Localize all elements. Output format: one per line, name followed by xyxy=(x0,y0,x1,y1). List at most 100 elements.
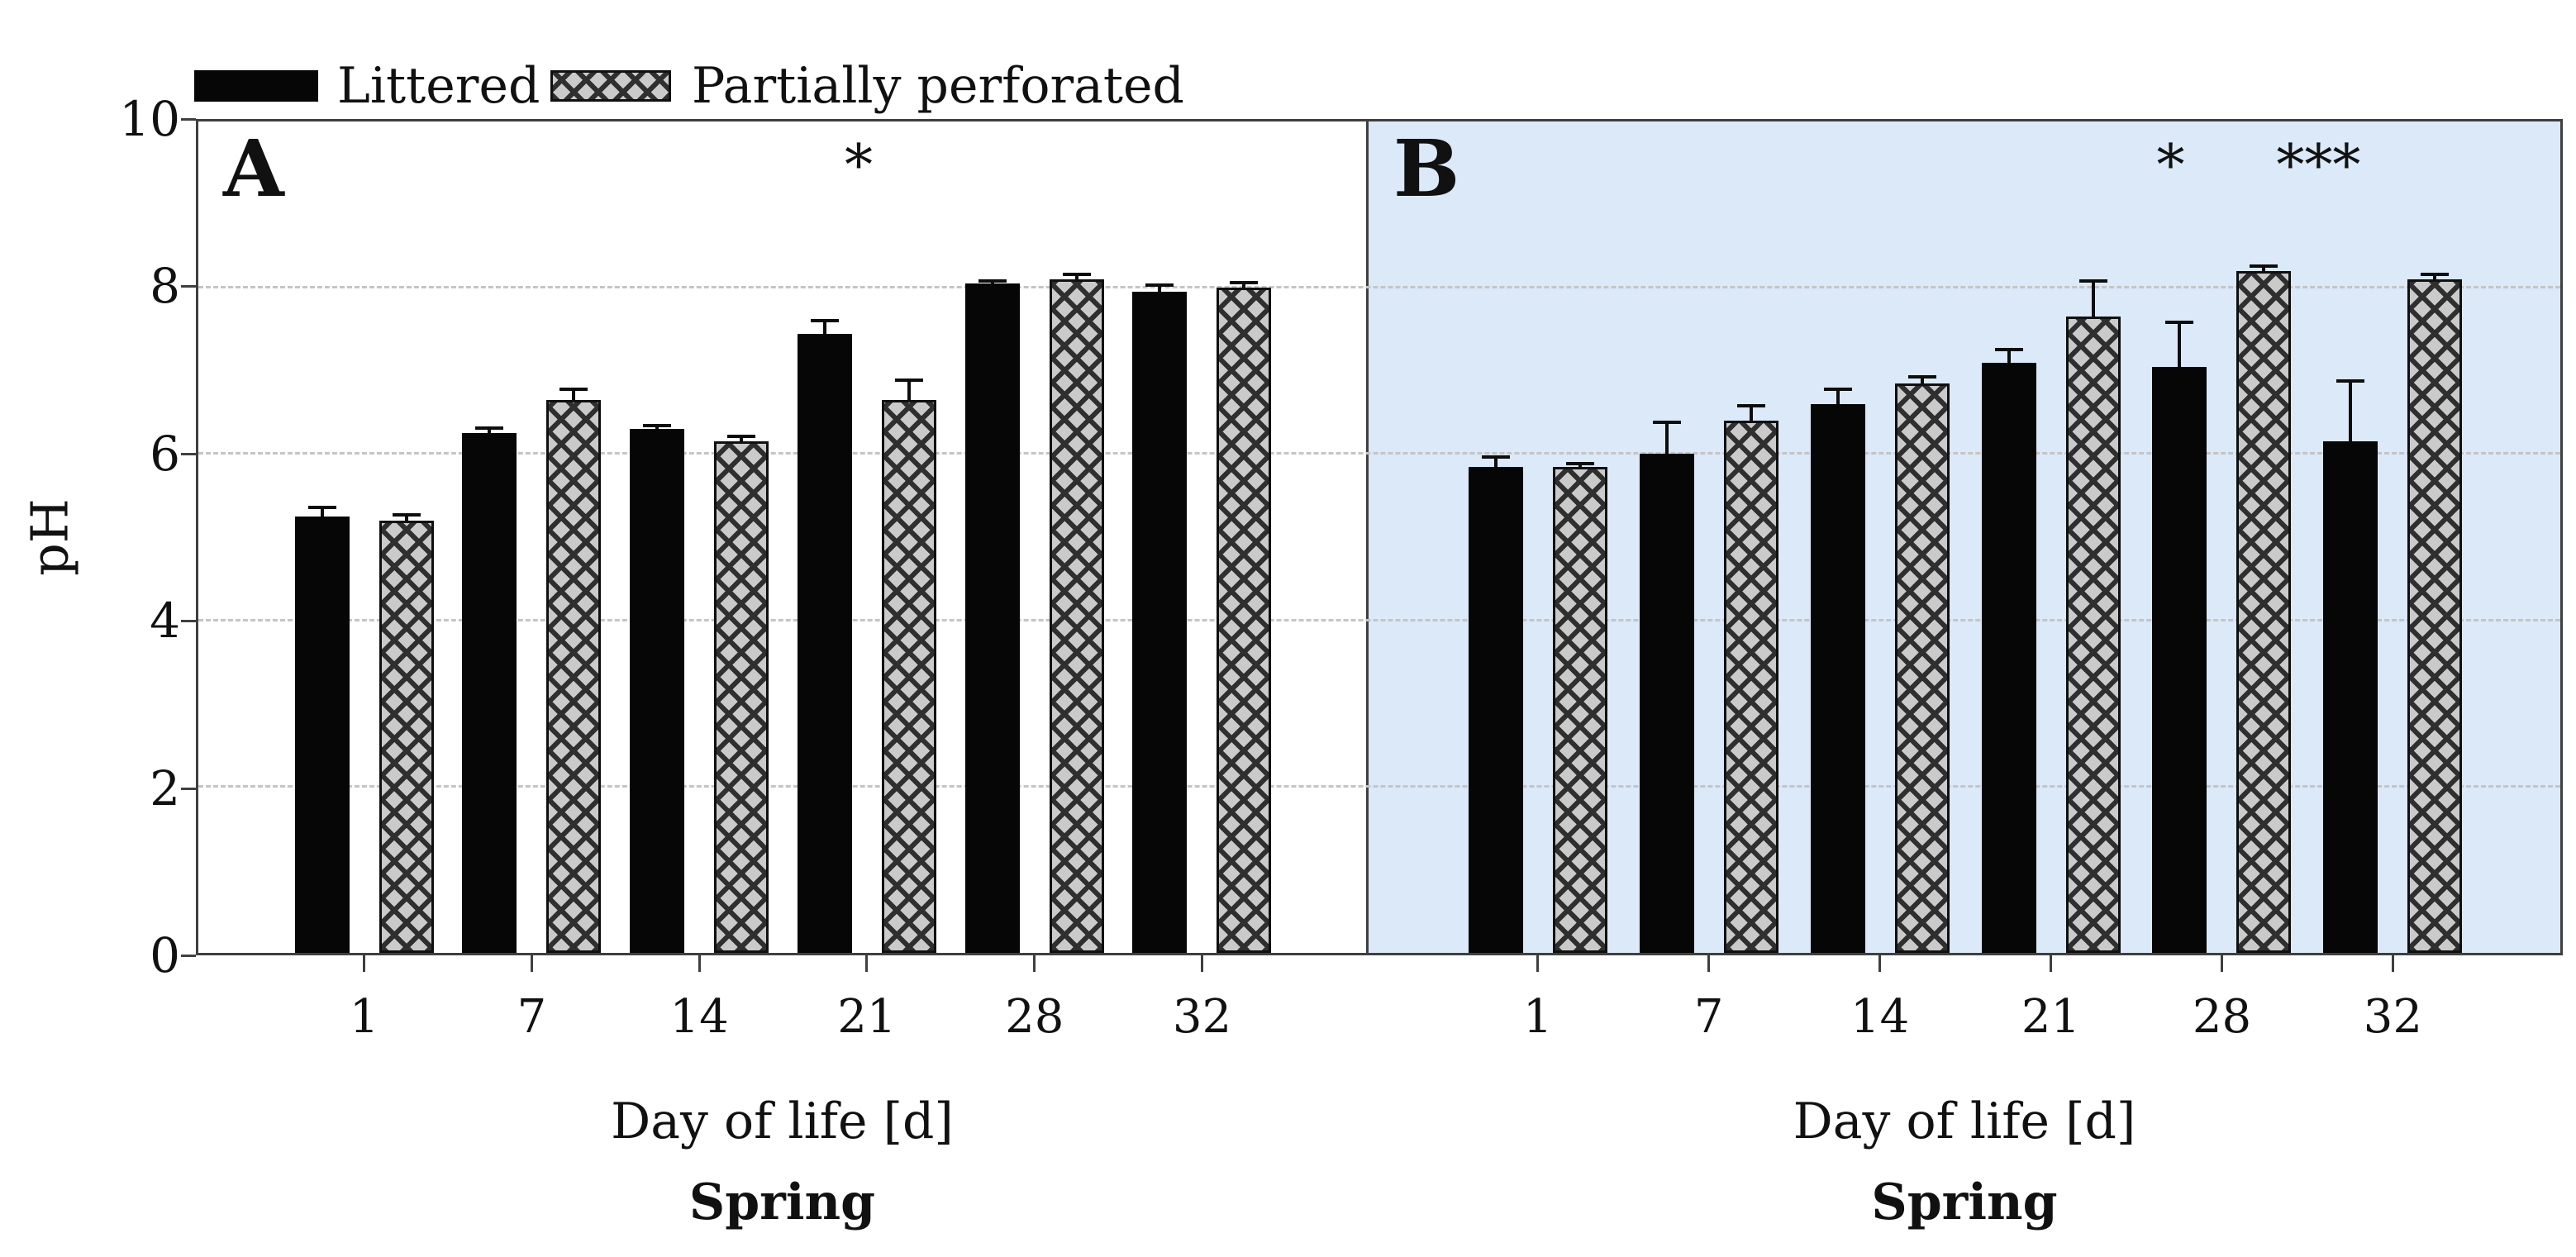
error-bar-B-day-21-s1 xyxy=(2091,279,2095,317)
panel-letter-B: B xyxy=(1393,123,1460,215)
error-cap-B-day-21-s1 xyxy=(2078,279,2107,283)
error-cap-A-day-32-s0 xyxy=(1145,283,1174,288)
error-bar-A-day-1-s0 xyxy=(320,505,324,517)
y-tick-label-8: 8 xyxy=(150,258,180,315)
error-bar-B-day-28-s1 xyxy=(2262,264,2266,272)
significance-A-day-21: * xyxy=(844,133,873,198)
x-tick-label-A-32: 32 xyxy=(1172,990,1232,1044)
x-tick-label-B-32: 32 xyxy=(2363,990,2423,1044)
x-axis-title-A: Day of life [d] xyxy=(611,1093,954,1150)
panel-letter-A: A xyxy=(223,123,284,215)
y-tick-label-2: 2 xyxy=(150,759,180,817)
x-tick-B-32 xyxy=(2391,955,2394,972)
bar-partially-perforated-B-day-28 xyxy=(2236,271,2292,953)
bar-littered-B-day-1 xyxy=(1468,466,1523,953)
bar-partially-perforated-B-day-1 xyxy=(1552,466,1607,953)
x-tick-label-A-7: 7 xyxy=(517,990,547,1044)
bar-littered-A-day-32 xyxy=(1132,292,1188,953)
y-tick-label-6: 6 xyxy=(150,425,180,482)
error-cap-B-day-1-s1 xyxy=(1565,462,1594,466)
bar-littered-B-day-32 xyxy=(2323,441,2378,953)
error-bar-B-day-7-s1 xyxy=(1749,404,1753,421)
error-cap-B-day-7-s1 xyxy=(1736,404,1765,408)
error-bar-A-day-28-s1 xyxy=(1074,273,1078,280)
error-bar-A-day-7-s1 xyxy=(572,387,576,401)
error-cap-A-day-14-s0 xyxy=(643,424,672,428)
x-tick-label-A-28: 28 xyxy=(1005,990,1064,1044)
bar-littered-A-day-7 xyxy=(462,433,517,953)
x-tick-label-B-7: 7 xyxy=(1693,990,1724,1044)
bar-littered-A-day-21 xyxy=(797,333,852,953)
error-bar-B-day-28-s0 xyxy=(2178,321,2182,367)
error-bar-A-day-21-s0 xyxy=(822,319,826,334)
x-tick-B-7 xyxy=(1707,955,1711,972)
gridline-ph-8 xyxy=(198,286,2560,289)
error-cap-A-day-28-s1 xyxy=(1062,273,1091,277)
x-tick-label-B-28: 28 xyxy=(2192,990,2252,1044)
legend-label-littered: Littered xyxy=(337,57,540,115)
error-bar-B-day-32-s1 xyxy=(2433,273,2437,280)
bar-partially-perforated-B-day-21 xyxy=(2065,317,2121,953)
y-tick-mark-0 xyxy=(181,955,196,957)
x-tick-B-14 xyxy=(1878,955,1882,972)
x-tick-label-A-14: 14 xyxy=(669,990,729,1044)
error-cap-B-day-14-s1 xyxy=(1907,374,1936,379)
bar-littered-A-day-1 xyxy=(294,516,350,953)
error-cap-B-day-28-s1 xyxy=(2250,264,2278,269)
x-tick-A-21 xyxy=(865,955,869,972)
error-cap-B-day-32-s0 xyxy=(2336,379,2365,383)
y-axis-title: pH xyxy=(19,498,80,576)
x-tick-A-1 xyxy=(363,955,366,972)
x-tick-label-B-21: 21 xyxy=(2021,990,2081,1044)
error-bar-B-day-14-s1 xyxy=(1920,374,1924,383)
bar-partially-perforated-A-day-1 xyxy=(379,520,434,953)
x-tick-label-A-1: 1 xyxy=(349,990,379,1044)
panel-b-background xyxy=(1366,121,2560,953)
x-tick-B-21 xyxy=(2050,955,2053,972)
error-cap-A-day-14-s1 xyxy=(727,435,756,439)
bar-partially-perforated-A-day-7 xyxy=(546,400,602,953)
gridline-ph-6 xyxy=(198,452,2560,455)
legend-label-partially-perforated: Partially perforated xyxy=(692,57,1184,115)
gridline-ph-4 xyxy=(198,618,2560,621)
error-cap-B-day-7-s0 xyxy=(1652,421,1681,425)
x-tick-A-28 xyxy=(1033,955,1036,972)
significance-B-day-28: * xyxy=(2156,133,2185,198)
x-axis-title-B: Day of life [d] xyxy=(1793,1093,2136,1150)
error-bar-B-day-1-s0 xyxy=(1493,455,1498,467)
gridline-ph-2 xyxy=(198,784,2560,788)
panel-divider xyxy=(1366,121,1369,953)
error-cap-A-day-21-s0 xyxy=(810,319,839,323)
bar-partially-perforated-B-day-32 xyxy=(2407,279,2463,953)
x-tick-A-32 xyxy=(1200,955,1203,972)
error-bar-B-day-7-s0 xyxy=(1664,421,1669,455)
y-tick-label-10: 10 xyxy=(119,91,180,147)
error-cap-B-day-21-s0 xyxy=(1994,347,2023,351)
error-bar-B-day-14-s0 xyxy=(1836,387,1840,405)
legend-swatch-partially-perforated xyxy=(550,70,671,102)
x-tick-label-A-21: 21 xyxy=(837,990,897,1044)
error-bar-A-day-32-s0 xyxy=(1158,283,1162,293)
y-tick-label-4: 4 xyxy=(150,593,180,650)
y-tick-mark-6 xyxy=(181,452,196,455)
y-tick-mark-10 xyxy=(181,118,196,121)
bar-littered-A-day-14 xyxy=(630,429,685,953)
legend: Littered Partially perforated xyxy=(0,0,2576,116)
error-bar-A-day-7-s0 xyxy=(488,426,492,434)
y-tick-mark-4 xyxy=(181,620,196,623)
bar-littered-B-day-7 xyxy=(1639,454,1694,953)
plot-frame: A * B * *** xyxy=(196,119,2563,955)
error-cap-A-day-7-s1 xyxy=(559,387,588,391)
y-tick-mark-2 xyxy=(181,787,196,790)
error-cap-A-day-32-s1 xyxy=(1230,281,1259,285)
error-bar-A-day-1-s1 xyxy=(404,512,408,521)
x-tick-A-14 xyxy=(698,955,701,972)
error-cap-A-day-1-s1 xyxy=(392,512,421,517)
error-bar-B-day-32-s0 xyxy=(2349,379,2353,442)
season-label-A: Spring xyxy=(688,1174,876,1231)
bar-partially-perforated-B-day-14 xyxy=(1894,383,1950,953)
error-cap-A-day-7-s0 xyxy=(475,426,504,431)
bar-partially-perforated-A-day-28 xyxy=(1049,279,1104,953)
error-bar-A-day-21-s1 xyxy=(907,378,911,401)
